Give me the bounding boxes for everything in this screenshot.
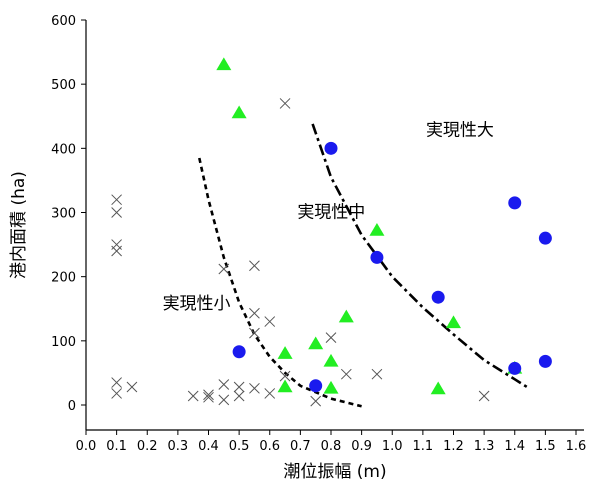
cross-marker [111, 194, 122, 206]
triangle-marker [323, 353, 339, 367]
circle-marker [324, 141, 338, 155]
x-axis-title: 潮位振幅 (m) [283, 462, 386, 482]
cross-marker [111, 245, 122, 257]
x-tick-label: 0.6 [259, 439, 280, 454]
cross-marker [218, 263, 230, 275]
x-tick-label: 1.0 [382, 439, 403, 454]
x-tick-label: 1.4 [504, 439, 525, 454]
x-tick-label: 0.2 [137, 439, 158, 454]
cross-marker [249, 327, 260, 339]
y-tick-label: 100 [51, 335, 76, 350]
cross-marker [279, 370, 291, 382]
cross-marker [340, 368, 352, 380]
triangle-marker [308, 336, 324, 350]
cross-marker [310, 395, 322, 407]
circle-marker [431, 290, 445, 304]
circle-marker [538, 231, 552, 245]
y-tick-label: 600 [51, 14, 76, 29]
x-tick-label: 0.1 [106, 439, 127, 454]
triangle-marker [231, 105, 247, 119]
y-tick-label: 0 [68, 399, 76, 414]
boundary-curve-dashed [198, 157, 362, 408]
cross-marker [371, 368, 383, 380]
region-label: 実現性中 [297, 203, 365, 223]
x-tick-label: 0.7 [290, 439, 311, 454]
triangle-marker [277, 379, 293, 393]
cross-marker [279, 98, 291, 109]
triangle-marker [277, 346, 293, 359]
circle-marker [508, 196, 522, 210]
circle-marker [538, 354, 552, 368]
cross-marker [325, 332, 337, 343]
cross-marker [111, 377, 122, 388]
cross-marker [218, 394, 230, 406]
y-axis-title: 港内面積 (ha) [9, 171, 29, 279]
triangle-marker [323, 380, 339, 394]
x-tick-label: 1.3 [474, 439, 495, 454]
cross-marker [249, 260, 260, 272]
cross-marker [233, 381, 245, 393]
x-tick-label: 0.9 [351, 439, 372, 454]
cross-marker [203, 391, 214, 403]
x-tick-label: 0.3 [168, 439, 189, 454]
x-tick-label: 0.0 [76, 439, 97, 454]
circle-marker [309, 379, 323, 393]
triangle-marker [369, 222, 385, 236]
x-tick-label: 1.6 [566, 439, 587, 454]
cross-marker [203, 389, 214, 401]
region-label: 実現性大 [426, 121, 494, 141]
cross-marker [187, 390, 199, 402]
triangle-marker [338, 309, 354, 323]
cross-marker [233, 390, 245, 402]
triangle-marker [446, 315, 461, 329]
cross-marker [264, 316, 276, 327]
x-tick-label: 1.2 [443, 439, 464, 454]
circle-marker [370, 250, 384, 264]
y-tick-label: 300 [51, 207, 76, 222]
cross-marker [126, 381, 138, 393]
cross-marker [218, 379, 230, 390]
cross-marker [111, 388, 122, 399]
y-tick-label: 200 [51, 271, 76, 286]
cross-marker [249, 307, 260, 319]
triangle-marker [430, 381, 446, 395]
circle-marker [232, 345, 246, 359]
cross-marker [264, 388, 276, 399]
x-tick-label: 0.4 [198, 439, 219, 454]
x-tick-label: 0.5 [229, 439, 250, 454]
x-tick-label: 0.8 [321, 439, 342, 454]
cross-marker [249, 382, 260, 394]
y-tick-label: 500 [51, 78, 76, 93]
triangle-marker [216, 57, 232, 71]
region-label: 実現性小 [163, 294, 231, 314]
y-tick-label: 400 [51, 142, 76, 157]
cross-marker [111, 207, 122, 218]
cross-marker [478, 390, 490, 402]
x-tick-label: 1.1 [413, 439, 434, 454]
circle-marker [508, 361, 522, 375]
x-tick-label: 1.5 [535, 439, 556, 454]
boundary-curve-dashdot [311, 123, 528, 389]
